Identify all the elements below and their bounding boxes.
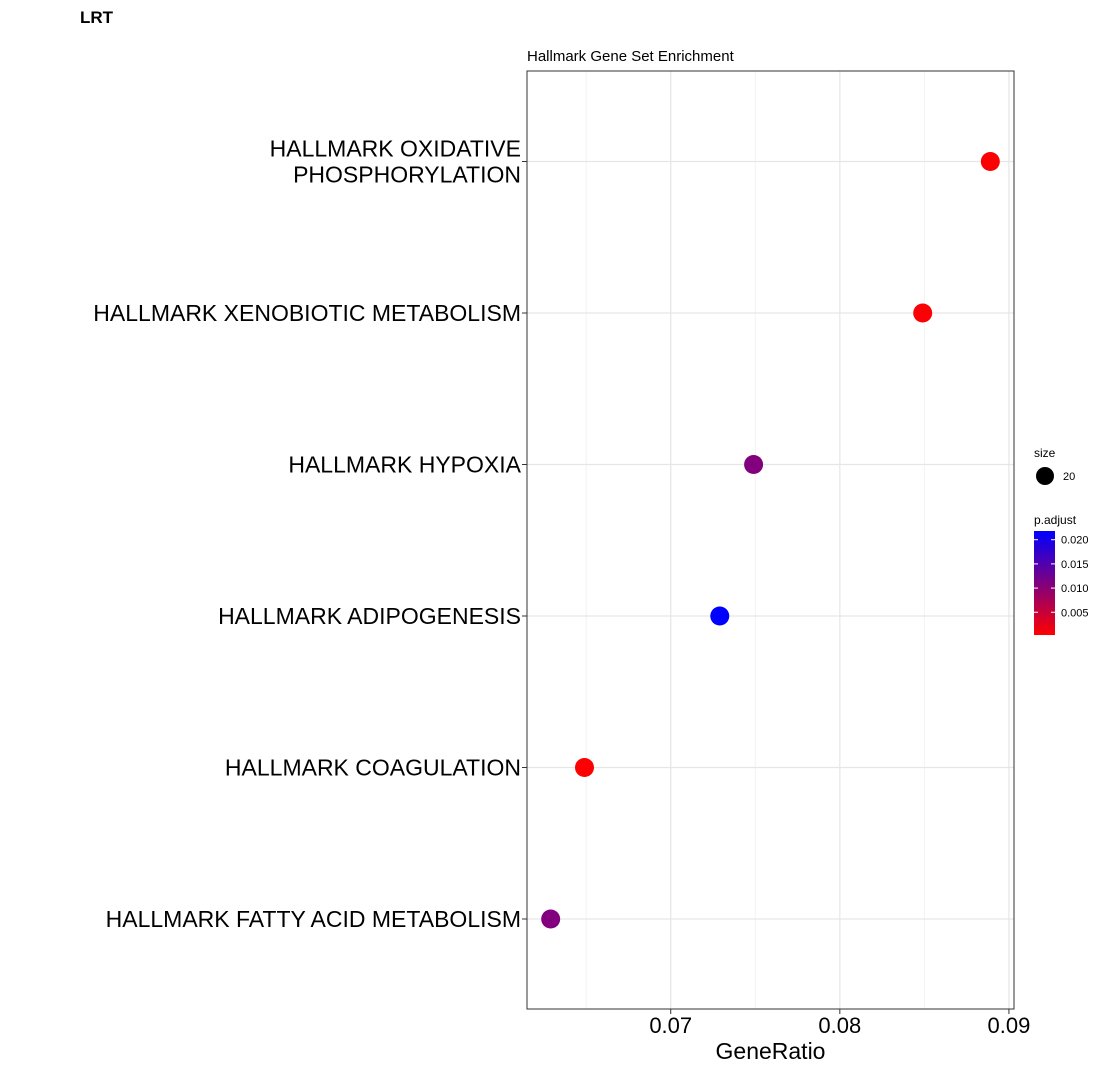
plot-border bbox=[526, 70, 1015, 1010]
color-bar-tick-label: 0.015 bbox=[1061, 559, 1089, 571]
color-bar-tick-label: 0.010 bbox=[1061, 583, 1089, 595]
legend: size 20 p.adjust 0.020 0.015 0.010 0.005 bbox=[1034, 446, 1089, 635]
x-tick-label: 0.08 bbox=[818, 1013, 861, 1038]
x-tick-label: 0.07 bbox=[649, 1013, 692, 1038]
plot-panel bbox=[527, 71, 1014, 1009]
color-bar bbox=[1034, 531, 1055, 635]
page-label: LRT bbox=[80, 8, 114, 27]
color-legend-title: p.adjust bbox=[1034, 513, 1077, 527]
data-point bbox=[541, 909, 561, 929]
chart-title: Hallmark Gene Set Enrichment bbox=[527, 48, 735, 65]
y-tick-label: HALLMARK ADIPOGENESIS bbox=[218, 603, 521, 629]
color-bar-tick-label: 0.020 bbox=[1061, 535, 1089, 547]
size-legend-label: 20 bbox=[1063, 471, 1075, 483]
data-point bbox=[913, 303, 933, 323]
x-tick-label: 0.09 bbox=[988, 1013, 1031, 1038]
x-axis-title: GeneRatio bbox=[716, 1038, 826, 1064]
size-legend-title: size bbox=[1034, 446, 1056, 460]
x-axis: 0.07 0.08 0.09 bbox=[649, 1009, 1030, 1038]
data-point bbox=[980, 152, 1000, 171]
y-tick-label: HALLMARK COAGULATION bbox=[225, 755, 521, 781]
data-points bbox=[541, 152, 1000, 929]
y-tick-label: HALLMARK HYPOXIA bbox=[288, 452, 521, 478]
color-bar-ticks: 0.020 0.015 0.010 0.005 bbox=[1034, 535, 1089, 619]
color-bar-tick-label: 0.005 bbox=[1061, 607, 1089, 619]
y-tick-label: HALLMARK XENOBIOTIC METABOLISM bbox=[93, 300, 521, 326]
grid-lines bbox=[527, 71, 1014, 1009]
data-point bbox=[710, 606, 730, 626]
data-point bbox=[744, 455, 764, 474]
size-legend-key bbox=[1036, 467, 1054, 485]
data-point bbox=[574, 758, 594, 777]
y-tick-label: PHOSPHORYLATION bbox=[293, 162, 521, 188]
y-tick-label: HALLMARK OXIDATIVE bbox=[270, 136, 521, 162]
y-tick-label: HALLMARK FATTY ACID METABOLISM bbox=[106, 906, 521, 932]
